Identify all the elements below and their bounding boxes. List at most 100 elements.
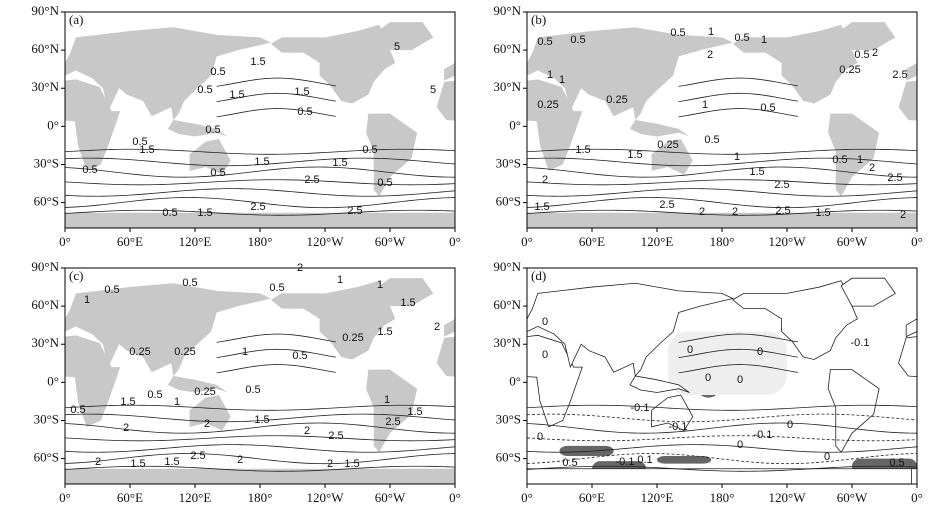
lon-tick-label: 120°W bbox=[769, 490, 807, 505]
contour bbox=[65, 404, 455, 411]
contour bbox=[65, 166, 455, 178]
contour bbox=[527, 188, 917, 197]
land bbox=[898, 80, 917, 121]
map-panel bbox=[65, 268, 455, 484]
contour-label: 0.5 bbox=[245, 384, 260, 396]
contour-label: -0.1 bbox=[616, 456, 635, 468]
contour-label: 1.5 bbox=[344, 458, 359, 470]
land bbox=[905, 317, 917, 338]
land bbox=[65, 27, 271, 120]
contour-label: 2 bbox=[297, 262, 303, 274]
contour-label: 0.5 bbox=[210, 167, 225, 179]
contour-label: 1.5 bbox=[254, 156, 269, 168]
contour bbox=[527, 404, 917, 411]
contour-label: 0 bbox=[787, 419, 793, 431]
contour-label: 2.5 bbox=[190, 450, 205, 462]
contour-label: 2.5 bbox=[774, 179, 789, 191]
contour-label: 2.5 bbox=[887, 172, 902, 184]
contour-label: 1 bbox=[708, 26, 714, 38]
lon-tick-label: 60°W bbox=[375, 490, 406, 505]
lat-tick-label: 30°S bbox=[34, 411, 59, 426]
lon-tick-label: 60°E bbox=[579, 490, 605, 505]
contour bbox=[65, 197, 455, 209]
contour-label: 0.5 bbox=[297, 106, 312, 118]
lat-tick-label: 30°N bbox=[31, 79, 59, 94]
contour bbox=[527, 197, 917, 209]
contour-label: 0.5 bbox=[854, 49, 869, 61]
contour bbox=[527, 465, 917, 472]
contour-label: 1.5 bbox=[749, 166, 764, 178]
lon-tick-label: 60°W bbox=[837, 234, 868, 249]
contour-label: 0.5 bbox=[182, 277, 197, 289]
land bbox=[449, 212, 455, 228]
contour-label: 0.1 bbox=[637, 454, 652, 466]
contour-label: 2 bbox=[542, 174, 548, 186]
lon-tick-label: 0° bbox=[521, 490, 533, 505]
contour-label: 0.5 bbox=[70, 404, 85, 416]
lon-tick-label: 0° bbox=[911, 234, 923, 249]
land bbox=[65, 468, 455, 484]
contour-label: 0.5 bbox=[570, 34, 585, 46]
contour-label: 1.5 bbox=[332, 157, 347, 169]
contour-label: 2.5 bbox=[775, 205, 790, 217]
panel-label: (a) bbox=[69, 12, 83, 27]
contour-label: 1 bbox=[384, 394, 390, 406]
contour bbox=[216, 348, 336, 359]
contour-label: 0.5 bbox=[377, 177, 392, 189]
contour-label: 2.5 bbox=[385, 416, 400, 428]
contour-label: 1.5 bbox=[627, 149, 642, 161]
shaded-region bbox=[559, 445, 614, 457]
contour-label: 2 bbox=[237, 454, 243, 466]
contour-label: 1 bbox=[734, 151, 740, 163]
contour-label: 1.5 bbox=[254, 414, 269, 426]
contour bbox=[65, 209, 455, 216]
contour-label: -0.1 bbox=[754, 429, 773, 441]
contour-label: 0.25 bbox=[342, 332, 363, 344]
light-region bbox=[667, 331, 787, 396]
lon-tick-label: 0° bbox=[449, 234, 461, 249]
lon-tick-label: 180° bbox=[248, 490, 273, 505]
lat-tick-label: 0° bbox=[47, 373, 59, 388]
land bbox=[65, 283, 271, 376]
panel-label: (b) bbox=[531, 12, 546, 27]
contour-label: 1.5 bbox=[197, 207, 212, 219]
lat-tick-label: 30°N bbox=[31, 335, 59, 350]
land bbox=[65, 212, 455, 228]
contour-label: 2 bbox=[123, 422, 129, 434]
contour bbox=[65, 188, 455, 197]
contour-label: 5 bbox=[430, 84, 436, 96]
contour-label: 2.5 bbox=[304, 174, 319, 186]
contour-label: 1.5 bbox=[400, 297, 415, 309]
contour-label: 0.5 bbox=[889, 457, 904, 469]
contour-label: 0.25 bbox=[839, 64, 860, 76]
land bbox=[366, 113, 418, 197]
land bbox=[379, 22, 434, 51]
contour-label: 1.5 bbox=[407, 406, 422, 418]
contour-label: 2 bbox=[869, 162, 875, 174]
shaded-region bbox=[657, 456, 712, 464]
contour bbox=[216, 333, 336, 343]
contour-label: 1.5 bbox=[139, 144, 154, 156]
contour-label: 2 bbox=[304, 425, 310, 437]
map-panel bbox=[527, 12, 917, 228]
contour-label: 1.5 bbox=[294, 86, 309, 98]
contour bbox=[65, 435, 455, 442]
contour-label: 1 bbox=[761, 34, 767, 46]
contour-label: 0.25 bbox=[174, 346, 195, 358]
contour-label: 2 bbox=[434, 321, 440, 333]
lat-tick-label: 60°N bbox=[493, 297, 521, 312]
contour-label: 0.5 bbox=[760, 102, 775, 114]
contour-label: 0.5 bbox=[292, 350, 307, 362]
contour-label: 2 bbox=[95, 456, 101, 468]
lat-tick-label: 0° bbox=[509, 117, 521, 132]
lat-tick-label: 60°S bbox=[34, 194, 59, 209]
contour bbox=[678, 77, 798, 87]
contour-label: 0.5 bbox=[82, 164, 97, 176]
contour-label: 2 bbox=[707, 49, 713, 61]
contour-label: 1 bbox=[174, 396, 180, 408]
land bbox=[732, 24, 858, 104]
land bbox=[449, 468, 455, 484]
contour bbox=[527, 444, 917, 453]
contour bbox=[65, 422, 455, 434]
contour-label: 2 bbox=[327, 458, 333, 470]
